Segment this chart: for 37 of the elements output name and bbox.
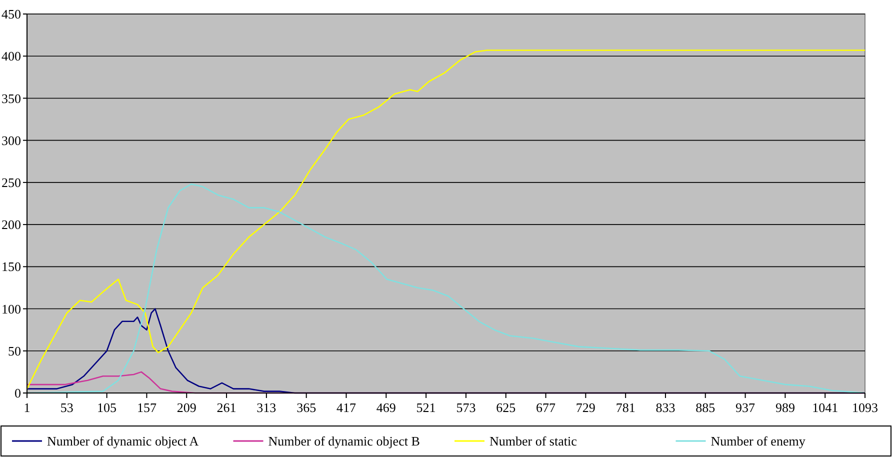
y-tick-label: 200 bbox=[2, 217, 21, 232]
legend-label: Number of static bbox=[490, 434, 578, 449]
y-tick-label: 450 bbox=[2, 6, 21, 22]
legend-label: Number of enemy bbox=[710, 434, 806, 449]
x-tick-label: 885 bbox=[696, 400, 716, 415]
y-tick-label: 150 bbox=[2, 259, 21, 274]
y-tick-label: 400 bbox=[2, 48, 21, 64]
x-tick-label: 157 bbox=[136, 400, 157, 415]
x-tick-label: 677 bbox=[536, 400, 556, 415]
x-tick-label: 261 bbox=[216, 400, 236, 415]
x-tick-label: 53 bbox=[60, 400, 74, 415]
line-series bbox=[26, 50, 866, 390]
x-tick-label: 989 bbox=[775, 400, 795, 415]
x-tick-label: 729 bbox=[576, 400, 596, 415]
x-tick-label: 833 bbox=[656, 400, 676, 415]
x-tick-label: 781 bbox=[616, 400, 636, 415]
y-tick-label: 100 bbox=[2, 301, 21, 316]
x-tick-label: 417 bbox=[336, 400, 356, 415]
y-tick-label: 0 bbox=[14, 386, 21, 401]
legend-label: Number of dynamic object B bbox=[268, 434, 420, 449]
x-tick-label: 365 bbox=[296, 400, 316, 415]
x-tick-label: 469 bbox=[376, 400, 396, 415]
x-tick-label: 521 bbox=[416, 400, 436, 415]
y-tick-label: 250 bbox=[2, 174, 21, 190]
x-tick-label: 209 bbox=[176, 400, 196, 415]
legend-label: Number of dynamic object A bbox=[47, 434, 200, 449]
x-tick-label: 937 bbox=[736, 400, 756, 415]
x-tick-label: 1 bbox=[24, 400, 30, 415]
x-tick-label: 1093 bbox=[852, 400, 878, 415]
y-tick-label: 300 bbox=[2, 132, 21, 148]
y-tick-label: 50 bbox=[8, 343, 21, 358]
x-tick-label: 105 bbox=[97, 400, 117, 415]
x-tick-label: 313 bbox=[256, 400, 276, 415]
x-tick-label: 1041 bbox=[812, 400, 838, 415]
x-tick-label: 625 bbox=[496, 400, 516, 415]
y-tick-label: 350 bbox=[2, 90, 21, 106]
x-tick-label: 573 bbox=[456, 400, 476, 415]
